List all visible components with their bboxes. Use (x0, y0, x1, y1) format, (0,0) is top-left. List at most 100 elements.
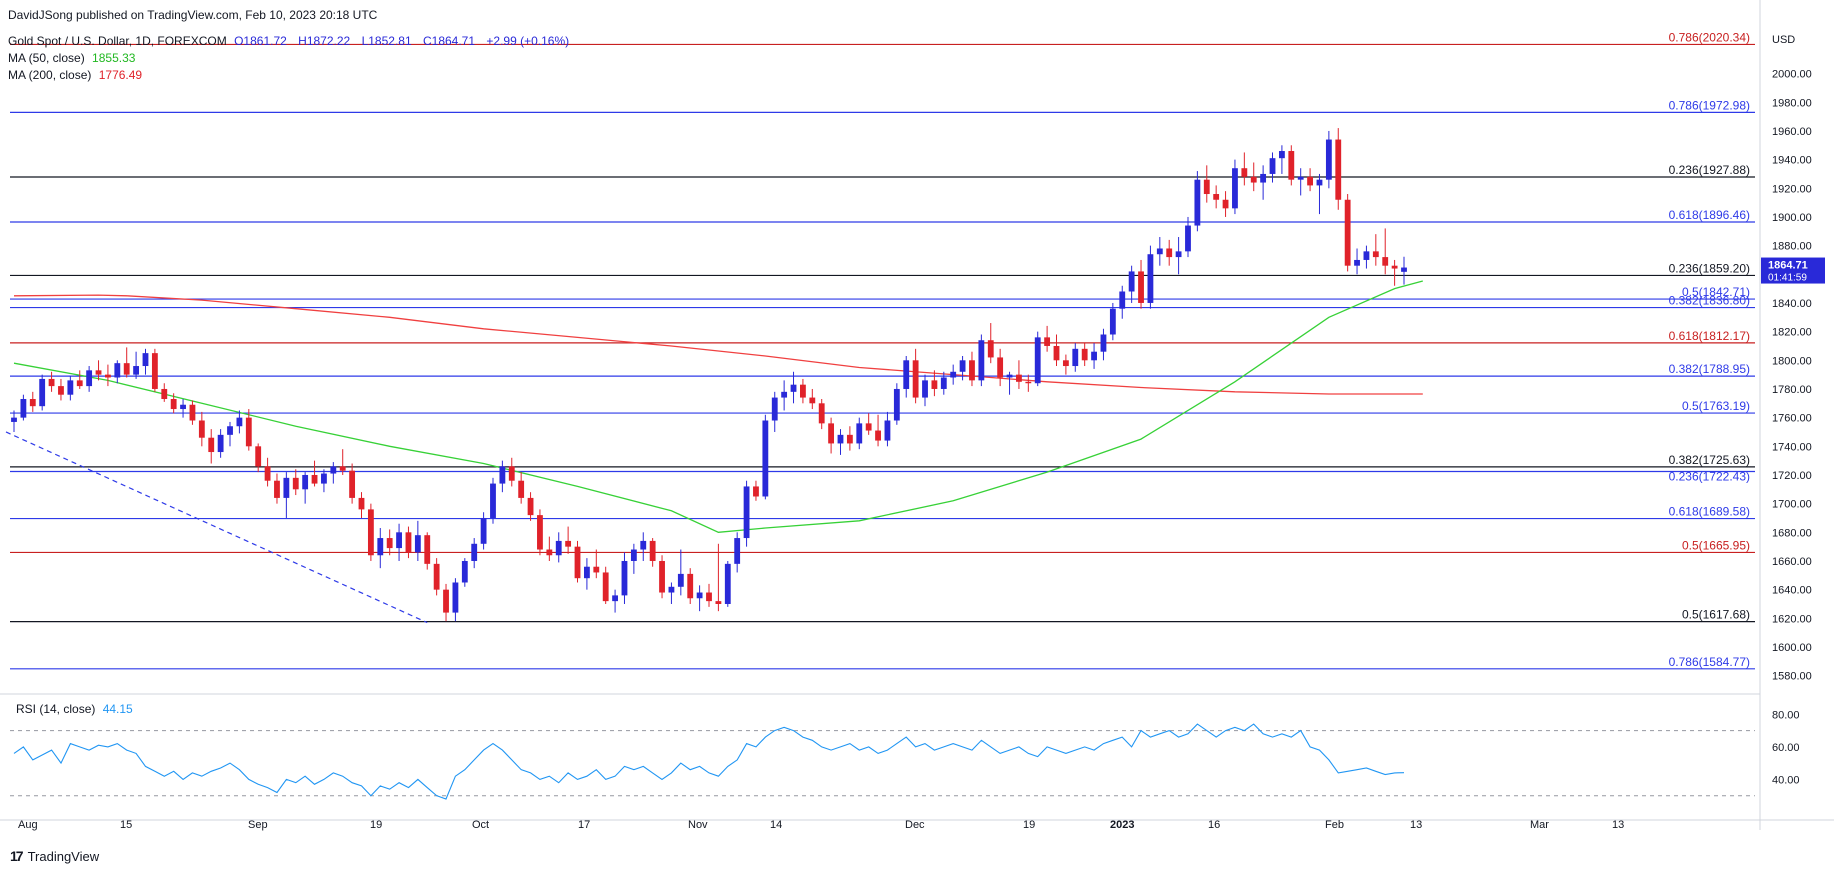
candle-body (696, 592, 703, 599)
candle (565, 526, 572, 554)
candle-body (1072, 348, 1079, 367)
time-tick-label: Nov (688, 819, 708, 831)
fib-level-label: 0.786(1972.98) (1669, 98, 1750, 112)
symbol-legend: Gold Spot / U.S. Dollar, 1D, FOREXCOM O1… (8, 34, 573, 48)
candle (781, 380, 788, 411)
candle-body (912, 360, 919, 398)
candle-body (358, 497, 365, 510)
candle (133, 351, 140, 379)
candle (1250, 162, 1257, 192)
candle-body (1128, 271, 1135, 292)
candle-body (255, 446, 262, 467)
candle (424, 532, 431, 570)
candle (508, 457, 515, 487)
price-tick-label: 1880.00 (1772, 241, 1812, 253)
candle (490, 477, 496, 524)
candle (837, 429, 844, 455)
candle-body (856, 423, 863, 444)
candle-body (443, 589, 449, 613)
candle-body (565, 540, 572, 547)
candle (518, 472, 525, 504)
tradingview-logo-icon: 17 (10, 848, 24, 864)
price-tick-label: 1660.00 (1772, 556, 1812, 568)
candle (471, 538, 478, 569)
candle (227, 421, 233, 447)
candle-body (452, 582, 459, 613)
candle (649, 538, 656, 567)
candle (58, 378, 64, 401)
candle (1062, 354, 1069, 375)
candle (95, 360, 102, 381)
candle-body (762, 420, 769, 497)
time-tick-label: 19 (370, 819, 382, 831)
candle (931, 370, 938, 397)
candle-body (20, 399, 27, 418)
candle (893, 383, 900, 425)
candle-body (217, 434, 224, 453)
candle (161, 383, 168, 402)
candle (809, 388, 816, 410)
candle-body (161, 388, 168, 400)
price-tick-label: 1620.00 (1772, 613, 1812, 625)
fib-level-label: 0.786(2020.34) (1669, 30, 1750, 44)
candle (217, 429, 224, 458)
brand-name: TradingView (27, 848, 100, 864)
candle-body (1175, 251, 1182, 258)
candle (1100, 328, 1107, 361)
candle-body (959, 360, 966, 372)
candle (659, 555, 665, 599)
tradingview-brand: 17 TradingView (10, 848, 99, 864)
candle-body (781, 391, 788, 398)
candle (1156, 237, 1163, 266)
candle (1335, 128, 1342, 210)
candle (358, 492, 365, 518)
candle (865, 413, 872, 435)
candle-body (1147, 254, 1154, 303)
candle (621, 552, 628, 604)
candle-body (1354, 259, 1360, 266)
candle (1401, 256, 1407, 285)
candle (264, 457, 271, 487)
candle (1203, 165, 1210, 203)
candle (903, 356, 910, 398)
candle (762, 414, 769, 500)
candle (922, 374, 928, 407)
candle (302, 472, 309, 504)
candle (1034, 331, 1041, 387)
candle (245, 409, 252, 451)
candle (198, 411, 205, 447)
last-price-badge (1761, 257, 1825, 284)
price-tick-label: 1780.00 (1772, 384, 1812, 396)
ohlc-close: C1864.71 (422, 34, 476, 48)
candle (1307, 168, 1313, 192)
candle-body (922, 380, 928, 398)
price-tick-label: 1800.00 (1772, 355, 1812, 367)
last-price-countdown: 01:41:59 (1768, 273, 1807, 284)
candle-body (1241, 168, 1248, 177)
candle (311, 460, 318, 487)
candle (846, 426, 853, 451)
candle (724, 560, 731, 607)
time-tick-label: 13 (1410, 819, 1422, 831)
ma50-label: MA (50, close) (8, 51, 85, 65)
candle (640, 532, 647, 561)
candle-body (649, 540, 656, 561)
candle-body (1269, 158, 1276, 174)
candle (630, 543, 637, 574)
candle (856, 417, 863, 450)
time-tick-label: 19 (1023, 819, 1035, 831)
candle-body (1109, 308, 1116, 335)
candle-body (865, 423, 872, 431)
candle-body (433, 563, 440, 590)
candle (20, 394, 27, 421)
candle-body (114, 363, 121, 378)
publisher-line: DavidJSong published on TradingView.com,… (8, 8, 378, 22)
candle-body (706, 592, 712, 602)
ohlc-open: O1861.72 (234, 34, 287, 48)
candle-body (1344, 199, 1351, 266)
candle-body (330, 466, 337, 474)
candle-body (105, 374, 111, 378)
candle (1260, 165, 1267, 200)
candle (1128, 265, 1135, 303)
